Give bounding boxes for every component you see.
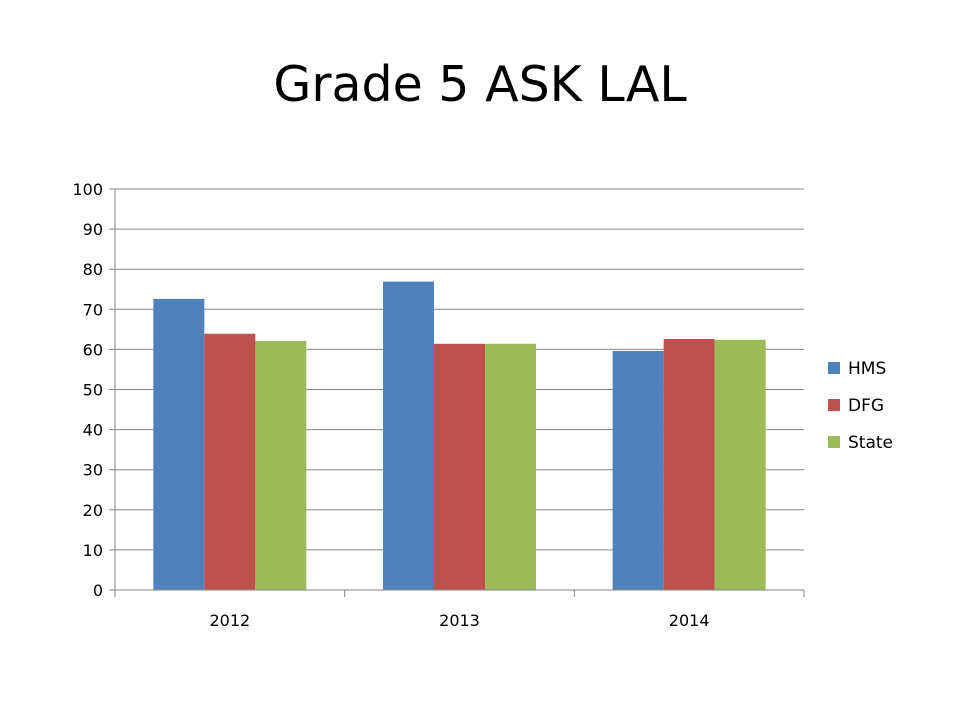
y-tick-label: 70 xyxy=(83,300,103,319)
legend-label-state: State xyxy=(848,433,893,453)
bar-dfg-2014 xyxy=(663,338,715,590)
y-tick-label: 80 xyxy=(83,260,103,279)
legend-swatch-hms xyxy=(828,362,840,374)
bar-hms-2013 xyxy=(383,281,434,590)
y-tick-label: 0 xyxy=(93,581,103,600)
bar-dfg-2013 xyxy=(434,343,485,590)
y-tick-label: 20 xyxy=(83,501,103,520)
legend-swatch-dfg xyxy=(828,399,840,411)
y-tick-label: 60 xyxy=(83,340,103,359)
y-tick-label: 90 xyxy=(83,220,103,239)
legend-label-hms: HMS xyxy=(848,359,886,379)
legend: HMS DFG State xyxy=(828,359,893,453)
x-tick-label: 2012 xyxy=(209,611,250,630)
legend-label-dfg: DFG xyxy=(848,396,884,416)
y-tick-label: 40 xyxy=(83,421,103,440)
x-tick-label: 2013 xyxy=(439,611,480,630)
y-axis-ticks: 0 10 20 30 40 50 60 70 80 90 100 xyxy=(72,180,115,600)
x-axis-ticks: 2012 2013 2014 xyxy=(114,590,805,630)
chart-title: Grade 5 ASK LAL xyxy=(273,56,687,113)
bars xyxy=(153,281,766,590)
y-tick-label: 10 xyxy=(83,541,103,560)
bar-state-2013 xyxy=(485,343,536,590)
bar-hms-2012 xyxy=(153,298,205,590)
bar-state-2014 xyxy=(714,339,766,590)
x-tick-label: 2014 xyxy=(669,611,710,630)
axes xyxy=(114,189,804,591)
y-tick-label: 100 xyxy=(72,180,103,199)
y-tick-label: 50 xyxy=(83,381,103,400)
y-tick-label: 30 xyxy=(83,461,103,480)
bar-hms-2014 xyxy=(612,351,664,590)
bar-dfg-2012 xyxy=(204,333,256,590)
legend-swatch-state xyxy=(828,436,840,448)
bar-state-2012 xyxy=(255,340,307,590)
